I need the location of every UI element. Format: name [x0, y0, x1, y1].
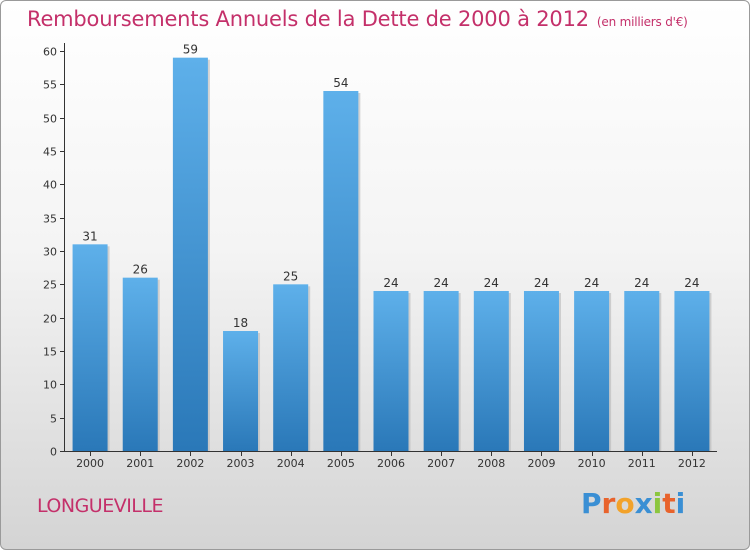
bar: [72, 244, 108, 451]
y-tick-label: 60: [43, 46, 57, 59]
data-label: 24: [434, 276, 449, 290]
y-tick-label: 20: [43, 313, 57, 326]
x-tick-label: 2007: [427, 457, 455, 470]
x-tick-label: 2004: [277, 457, 305, 470]
x-tick-label: 2010: [578, 457, 606, 470]
bar: [624, 291, 660, 451]
logo-letter: t: [662, 487, 676, 520]
y-tick-label: 0: [50, 446, 57, 459]
chart-title-row: Remboursements Annuels de la Dette de 20…: [27, 7, 688, 31]
x-tick-label: 2009: [527, 457, 555, 470]
bar: [373, 291, 409, 451]
logo-letter: o: [615, 487, 635, 520]
y-tick-label: 55: [43, 79, 57, 92]
data-label: 24: [584, 276, 599, 290]
y-tick-label: 30: [43, 246, 57, 259]
x-tick-label: 2000: [76, 457, 104, 470]
y-tick-label: 40: [43, 179, 57, 192]
x-tick-label: 2012: [678, 457, 706, 470]
data-label: 24: [684, 276, 699, 290]
y-tick-label: 45: [43, 146, 57, 159]
data-label: 18: [233, 316, 248, 330]
bar: [523, 291, 559, 451]
data-label: 59: [183, 43, 198, 57]
logo-letter: i: [675, 487, 686, 520]
x-tick-label: 2011: [628, 457, 656, 470]
y-tick-label: 5: [50, 413, 57, 426]
commune-name: LONGUEVILLE: [37, 495, 164, 517]
y-tick-label: 25: [43, 279, 57, 292]
y-tick-label: 50: [43, 113, 57, 126]
data-label: 26: [133, 263, 148, 277]
bar: [172, 57, 208, 452]
x-tick-label: 2005: [327, 457, 355, 470]
chart-subtitle: (en milliers d'€): [596, 15, 688, 29]
logo-letter: x: [634, 487, 653, 520]
logo-letter: r: [601, 487, 616, 520]
x-tick-label: 2003: [227, 457, 255, 470]
bar: [674, 291, 710, 451]
data-label: 24: [484, 276, 499, 290]
data-label: 24: [383, 276, 398, 290]
bar: [473, 291, 509, 451]
x-tick-label: 2006: [377, 457, 405, 470]
data-label: 31: [82, 229, 97, 243]
proxiti-logo: Proxiti: [581, 487, 685, 520]
x-tick-label: 2002: [176, 457, 204, 470]
y-tick-label: 15: [43, 346, 57, 359]
bar: [273, 284, 309, 451]
bar: [574, 291, 610, 451]
data-label: 25: [283, 269, 298, 283]
logo-letter: P: [581, 487, 602, 520]
y-tick-label: 10: [43, 379, 57, 392]
chart-title: Remboursements Annuels de la Dette de 20…: [27, 7, 589, 31]
x-tick-label: 2008: [477, 457, 505, 470]
bar-chart: 0 5 10 15 20 25 30 35 40 45 50 55 60 31 2000 26 2001 59 20…: [43, 43, 717, 470]
data-label: 54: [333, 76, 348, 90]
data-label: 24: [634, 276, 649, 290]
x-tick-label: 2001: [126, 457, 154, 470]
bar: [323, 91, 359, 451]
bar: [423, 291, 459, 451]
bar: [223, 331, 259, 451]
bar: [122, 277, 158, 451]
y-tick-label: 35: [43, 213, 57, 226]
data-label: 24: [534, 276, 549, 290]
logo-letter: i: [652, 487, 663, 520]
